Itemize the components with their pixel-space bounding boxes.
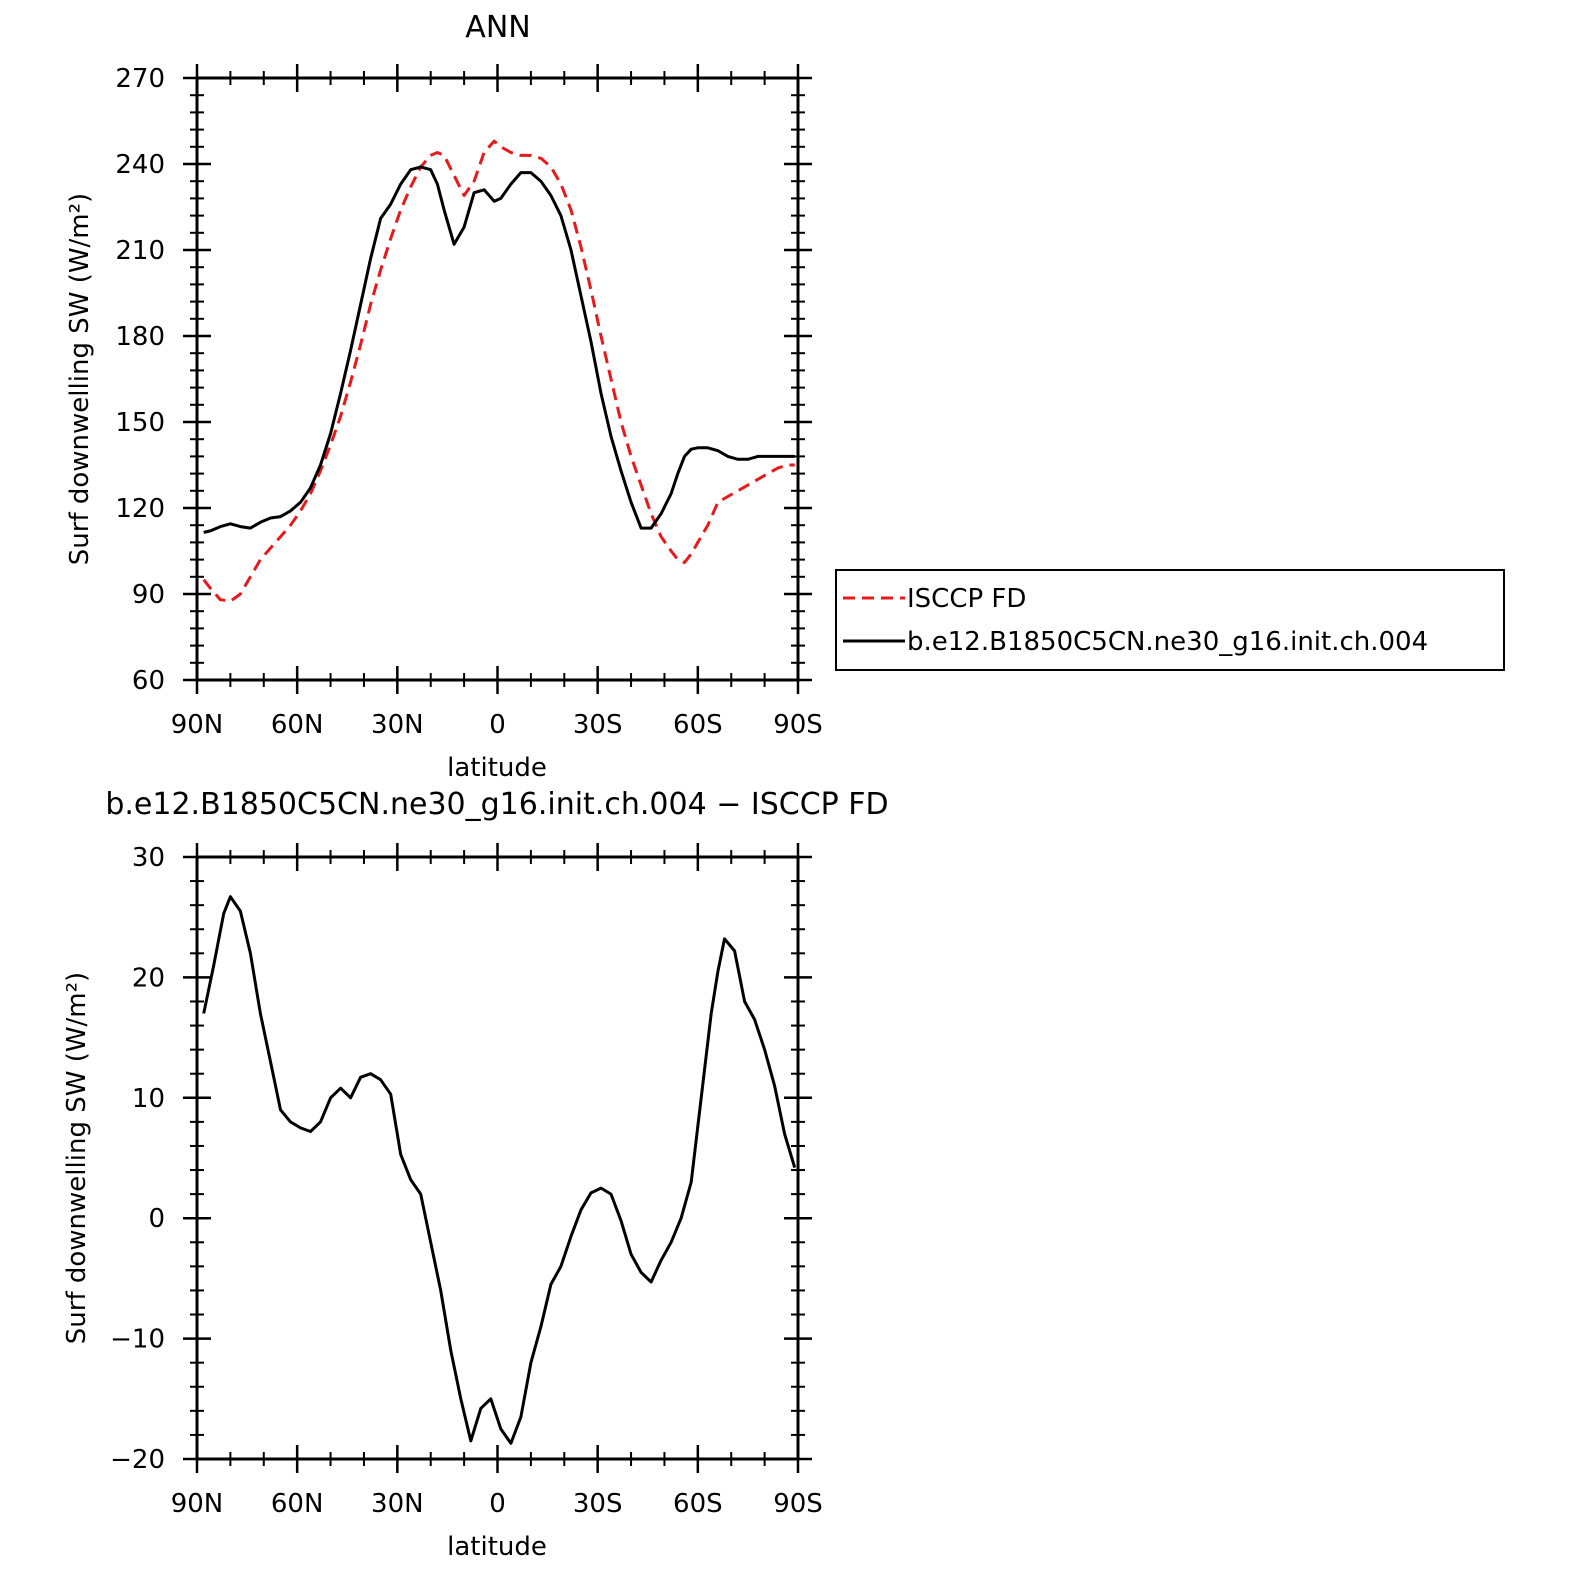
top-y-tick-label: 150 [115,408,165,438]
bottom-y-tick-label: 20 [132,963,165,993]
bottom-x-tick-label: 30N [371,1489,424,1519]
top-x-tick-label: 30N [371,710,424,740]
legend-label-model: b.e12.B1850C5CN.ne30_g16.init.ch.004 [907,627,1428,657]
top-y-tick-label: 120 [115,494,165,524]
bottom-axis-ticks [183,843,812,1473]
top-plot-frame [195,76,800,682]
top-axis-ticks [183,64,812,694]
top-x-tick-label: 30S [573,710,623,740]
bottom-y-tick-label: −20 [110,1445,165,1475]
top-y-axis-title: Surf downwelling SW (W/m²) [65,193,95,565]
bottom-y-tick-label: 10 [132,1084,165,1114]
top-series-line-1 [202,139,795,603]
bottom-plot-title: b.e12.B1850C5CN.ne30_g16.init.ch.004 − I… [105,787,888,822]
top-y-tick-labels: 60 90 120 150 180 210 240 270 [115,64,165,696]
legend-frame [835,569,1505,671]
top-x-axis-title: latitude [447,753,547,783]
top-x-tick-label: 0 [489,710,506,740]
bottom-series-lines [202,895,797,1445]
bottom-y-tick-label: 0 [148,1204,165,1234]
bottom-x-axis-title: latitude [447,1532,547,1562]
top-y-tick-label: 60 [132,666,165,696]
top-x-tick-label: 90N [171,710,224,740]
top-x-tick-labels: 90N 60N 30N 0 30S 60S 90S [171,710,823,740]
bottom-x-tick-label: 0 [489,1489,506,1519]
top-series-line-2 [203,165,795,534]
top-x-tick-label: 60S [673,710,723,740]
top-x-tick-label: 60N [271,710,324,740]
bottom-x-tick-label: 90S [773,1489,823,1519]
bottom-x-tick-label: 90N [171,1489,224,1519]
top-plot-title: ANN [465,10,530,45]
bottom-x-tick-label: 30S [573,1489,623,1519]
bottom-x-tick-labels: 90N 60N 30N 0 30S 60S 90S [171,1489,823,1519]
top-series-lines [202,139,795,603]
top-y-tick-label: 180 [115,322,165,352]
top-y-tick-label: 270 [115,64,165,94]
top-y-tick-label: 90 [132,580,165,610]
bottom-x-tick-label: 60N [271,1489,324,1519]
top-x-tick-label: 90S [773,710,823,740]
bottom-plot-frame [195,855,800,1461]
bottom-y-tick-label: −10 [110,1325,165,1355]
legend: ISCCP FD b.e12.B1850C5CN.ne30_g16.init.c… [835,569,1505,671]
bottom-y-tick-labels: −20 −10 0 10 20 30 [110,843,165,1475]
bottom-y-axis-title: Surf downwelling SW (W/m²) [62,972,92,1344]
bottom-series-line-1 [202,895,797,1445]
bottom-y-tick-label: 30 [132,843,165,873]
top-y-tick-label: 210 [115,236,165,266]
legend-label-isccp: ISCCP FD [907,584,1026,614]
bottom-x-tick-label: 60S [673,1489,723,1519]
top-panel: ANN 90N 60N 30N 0 30S 60S 90S 60 90 120 150 180 210… [65,10,823,783]
bottom-panel: b.e12.B1850C5CN.ne30_g16.init.ch.004 − I… [62,787,889,1562]
top-y-tick-label: 240 [115,150,165,180]
